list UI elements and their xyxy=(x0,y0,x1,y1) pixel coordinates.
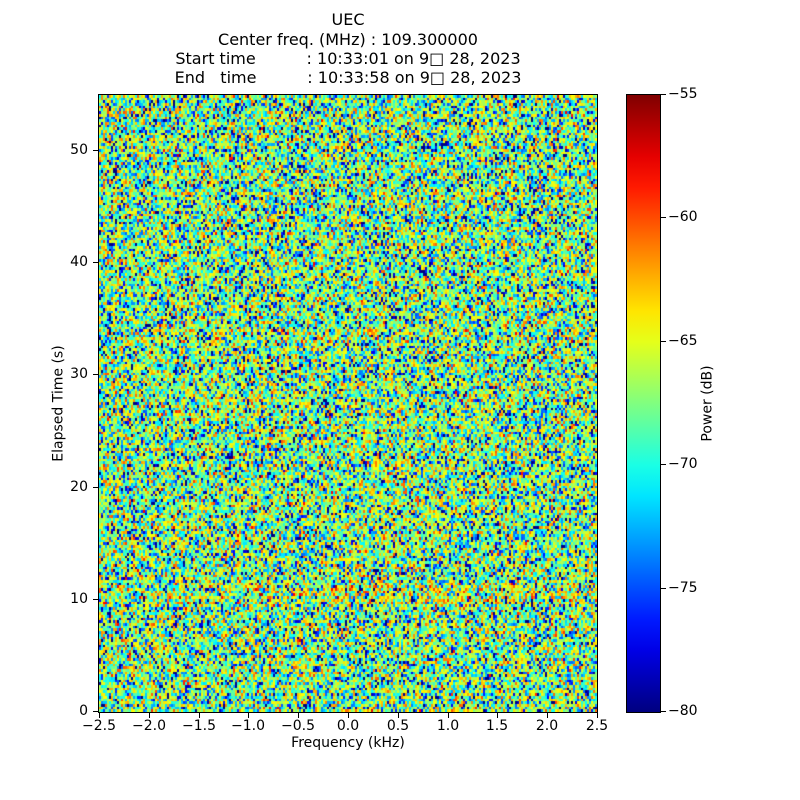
x-tick-label: −2.0 xyxy=(132,718,166,734)
x-tick-label: 2.5 xyxy=(585,718,609,734)
x-tick-mark xyxy=(247,713,249,718)
end-time-line: End time : 10:33:58 on 9□ 28, 2023 xyxy=(174,68,522,87)
y-tick-label: 10 xyxy=(70,591,88,607)
colorbar-tick-label: −65 xyxy=(668,333,698,349)
chart-title: UEC xyxy=(331,10,365,29)
x-tick-label: −0.5 xyxy=(281,718,315,734)
colorbar-tick-mark xyxy=(661,464,666,465)
x-tick-label: 1.5 xyxy=(485,718,509,734)
x-tick-mark xyxy=(98,713,100,718)
y-tick-label: 50 xyxy=(70,142,88,158)
colorbar-tick-mark xyxy=(661,217,666,218)
colorbar-tick-mark xyxy=(661,341,666,342)
y-tick-label: 40 xyxy=(70,254,88,270)
colorbar-gradient xyxy=(626,94,661,713)
colorbar-tick-label: −80 xyxy=(668,703,698,719)
colorbar-tick-label: −75 xyxy=(668,580,698,596)
chart-title-block: UEC Center freq. (MHz) : 109.300000 Star… xyxy=(99,9,597,87)
x-tick-label: 1.0 xyxy=(436,718,460,734)
x-tick-mark xyxy=(496,713,498,718)
y-tick-mark xyxy=(93,711,98,712)
center-frequency-line: Center freq. (MHz) : 109.300000 xyxy=(218,30,478,49)
x-tick-mark xyxy=(546,713,548,718)
colorbar-tick-label: −60 xyxy=(668,209,698,225)
y-tick-label: 20 xyxy=(70,479,88,495)
colorbar-tick-label: −70 xyxy=(668,456,698,472)
y-tick-mark xyxy=(93,374,98,375)
start-time-line: Start time : 10:33:01 on 9□ 28, 2023 xyxy=(175,49,521,68)
x-tick-mark xyxy=(347,713,349,718)
colorbar-tick-mark xyxy=(661,94,666,95)
x-tick-label: 0.0 xyxy=(336,718,360,734)
x-axis-label: Frequency (kHz) xyxy=(291,735,405,751)
y-tick-label: 30 xyxy=(70,366,88,382)
y-tick-mark xyxy=(93,262,98,263)
colorbar-tick-mark xyxy=(661,588,666,589)
x-tick-mark xyxy=(447,713,449,718)
x-tick-label: −1.0 xyxy=(231,718,265,734)
y-axis-label: Elapsed Time (s) xyxy=(50,345,67,462)
spectrogram-heatmap xyxy=(99,95,597,712)
y-tick-mark xyxy=(93,599,98,600)
plot-area xyxy=(98,94,598,713)
x-tick-label: 2.0 xyxy=(535,718,559,734)
x-tick-label: 0.5 xyxy=(386,718,410,734)
x-tick-label: −1.5 xyxy=(182,718,216,734)
colorbar-tick-label: −55 xyxy=(668,86,698,102)
y-tick-label: 0 xyxy=(79,703,88,719)
x-tick-mark xyxy=(596,713,598,718)
y-tick-mark xyxy=(93,487,98,488)
colorbar-tick-mark xyxy=(661,711,666,712)
x-tick-mark xyxy=(397,713,399,718)
y-tick-mark xyxy=(93,150,98,151)
x-tick-mark xyxy=(297,713,299,718)
x-tick-mark xyxy=(198,713,200,718)
x-tick-label: −2.5 xyxy=(82,718,116,734)
x-tick-mark xyxy=(148,713,150,718)
